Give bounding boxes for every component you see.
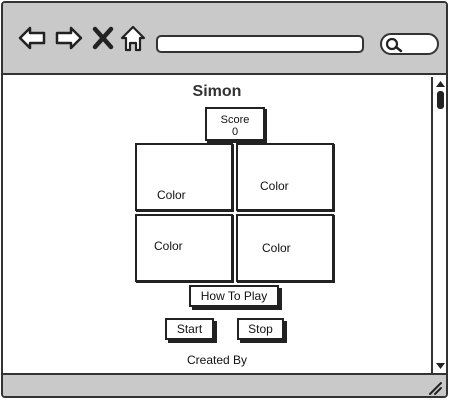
color-button-bottom-right[interactable]: Color [236,214,334,282]
color-button-top-right[interactable]: Color [236,143,334,211]
color-button-label: Color [157,188,186,202]
vertical-scrollbar[interactable] [431,77,446,373]
score-value: 0 [231,126,239,138]
browser-toolbar [3,3,446,75]
home-icon [120,25,146,52]
color-button-label: Color [154,239,183,253]
forward-button[interactable] [54,23,84,53]
color-button-label: Color [260,179,289,193]
page-title: Simon [192,83,242,100]
back-button[interactable] [17,23,47,53]
stop-button[interactable] [91,23,115,53]
how-to-play-button[interactable]: How To Play [189,285,279,307]
arrow-left-icon [18,26,46,50]
status-bar [3,373,446,396]
page-content: Simon Score 0 Color Color Color Color Ho… [3,77,431,371]
start-button[interactable]: Start [165,318,214,340]
color-button-bottom-left[interactable]: Color [135,214,233,282]
search-icon [385,37,403,53]
score-box: Score 0 [205,107,265,141]
score-label: Score [220,114,250,126]
close-x-icon [92,26,114,50]
scroll-down-icon[interactable] [435,361,446,371]
scroll-up-icon[interactable] [435,79,446,89]
scroll-thumb[interactable] [437,91,444,109]
color-button-label: Color [262,241,291,255]
address-bar[interactable] [156,35,364,53]
color-button-top-left[interactable]: Color [135,143,233,211]
arrow-right-icon [55,26,83,50]
resize-grip-icon[interactable] [428,381,442,395]
stop-game-button[interactable]: Stop [237,318,284,340]
search-field[interactable] [380,33,439,55]
home-button[interactable] [119,23,147,53]
created-by-text: Created By [186,353,248,367]
